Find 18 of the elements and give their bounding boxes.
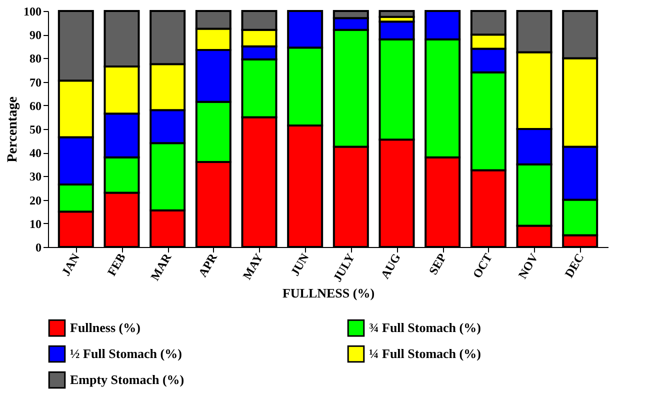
x-axis-title: FULLNESS (%)	[282, 286, 375, 301]
legend-label: Empty Stomach (%)	[70, 372, 184, 387]
y-axis-title: Percentage	[6, 96, 20, 162]
y-tick-label: 70	[30, 75, 42, 90]
y-tick-label: 80	[30, 52, 42, 66]
y-tick-label: 0	[36, 240, 42, 254]
y-tick-label: 30	[30, 170, 42, 184]
legend-label: ¼ Full Stomach (%)	[369, 346, 481, 361]
y-tick-label: 60	[30, 98, 42, 113]
legend-label: Fullness (%)	[70, 320, 140, 336]
y-tick-label: 40	[30, 146, 42, 160]
y-tick-label: 100	[24, 4, 42, 18]
y-tick-label: 20	[30, 193, 42, 208]
y-tick-label: 90	[30, 28, 42, 42]
legend-label: ¾ Full Stomach (%)	[369, 320, 481, 336]
y-tick-label: 10	[30, 216, 42, 231]
y-tick-label: 50	[30, 122, 42, 136]
legend-label: ½ Full Stomach (%)	[70, 346, 182, 361]
